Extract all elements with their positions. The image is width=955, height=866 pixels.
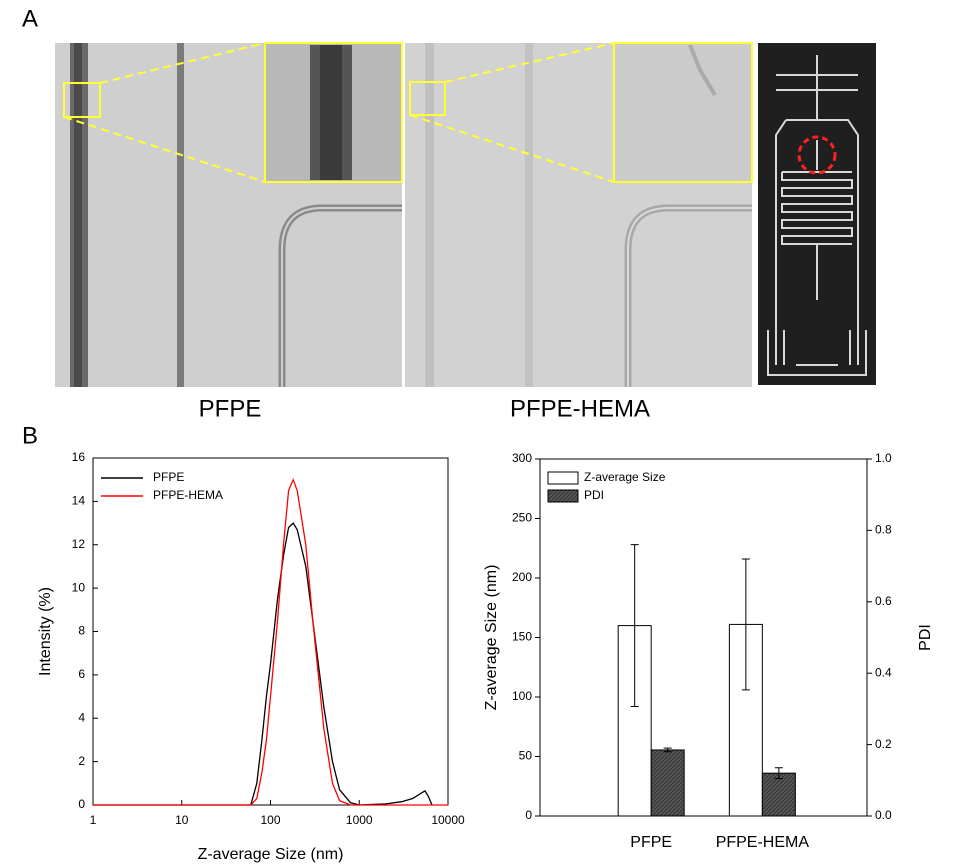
x-tick-label: 1 bbox=[90, 813, 97, 827]
x-tick-label: 1000 bbox=[346, 813, 373, 827]
y-tick-label: 6 bbox=[78, 667, 85, 681]
plot-frame bbox=[92, 457, 449, 806]
data-line bbox=[93, 522, 433, 806]
y-tick-label: 4 bbox=[78, 710, 85, 724]
chip-photo bbox=[758, 43, 876, 385]
y-tick-label: 100 bbox=[512, 689, 532, 703]
error-bar bbox=[630, 544, 639, 708]
y-tick-label: 150 bbox=[512, 630, 532, 644]
legend-label: PFPE-HEMA bbox=[153, 488, 223, 502]
image-caption: PFPE-HEMA bbox=[510, 395, 650, 422]
x-tick-label: PFPE bbox=[630, 834, 672, 851]
legend-label: PFPE bbox=[153, 470, 184, 484]
micrograph-pfpe-hema bbox=[405, 42, 753, 387]
error-bar bbox=[741, 558, 750, 691]
y2-tick-label: 0.2 bbox=[875, 737, 892, 751]
y-tick-label: 200 bbox=[512, 570, 532, 584]
error-bar bbox=[663, 747, 672, 753]
y-tick-label: 10 bbox=[72, 580, 86, 594]
y2-axis-label: PDI bbox=[917, 624, 934, 651]
y-axis-label: Z-average Size (nm) bbox=[483, 565, 500, 711]
bar bbox=[650, 749, 685, 817]
y-axis-label: Intensity (%) bbox=[37, 587, 54, 676]
error-bar bbox=[774, 767, 783, 780]
y-tick-label: 250 bbox=[512, 511, 532, 525]
y2-tick-label: 0.4 bbox=[875, 665, 892, 679]
plot-frame bbox=[539, 458, 868, 817]
x-tick-label: 100 bbox=[260, 813, 280, 827]
y2-tick-label: 0.8 bbox=[875, 523, 892, 537]
y2-tick-label: 0.6 bbox=[875, 594, 892, 608]
image-caption: PFPE bbox=[199, 395, 262, 422]
x-tick-label: 10000 bbox=[431, 813, 465, 827]
y2-tick-label: 1.0 bbox=[875, 451, 892, 465]
y-tick-label: 0 bbox=[525, 808, 532, 822]
legend-swatch bbox=[547, 471, 579, 485]
y-tick-label: 16 bbox=[72, 450, 86, 464]
micrograph-pfpe bbox=[55, 42, 403, 387]
y2-tick-label: 0.0 bbox=[875, 808, 892, 822]
data-line bbox=[93, 477, 448, 806]
bar bbox=[761, 772, 796, 817]
y-tick-label: 14 bbox=[72, 494, 86, 508]
legend-label: PDI bbox=[584, 488, 604, 502]
legend-swatch bbox=[547, 489, 579, 503]
x-axis-label: Z-average Size (nm) bbox=[198, 846, 344, 863]
panel-label: A bbox=[22, 5, 38, 32]
y-tick-label: 300 bbox=[512, 451, 532, 465]
panel-label: B bbox=[22, 422, 38, 449]
y-tick-label: 2 bbox=[78, 754, 85, 768]
y-tick-label: 12 bbox=[72, 537, 86, 551]
y-tick-label: 0 bbox=[78, 797, 85, 811]
x-tick-label: PFPE-HEMA bbox=[716, 834, 810, 851]
y-tick-label: 8 bbox=[78, 624, 85, 638]
x-tick-label: 10 bbox=[175, 813, 189, 827]
y-tick-label: 50 bbox=[519, 749, 533, 763]
legend-label: Z-average Size bbox=[584, 470, 666, 484]
